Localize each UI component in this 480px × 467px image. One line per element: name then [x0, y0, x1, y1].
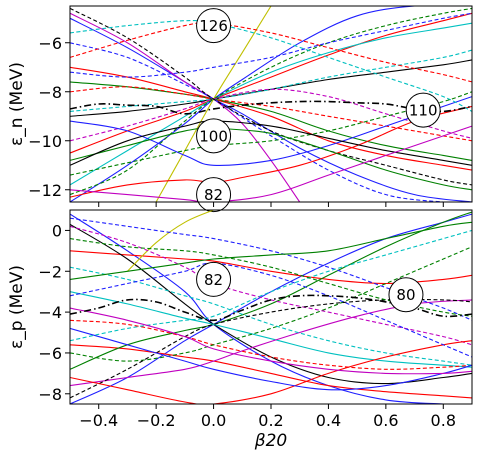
neutron-level-18 — [70, 19, 472, 112]
proton-level-5 — [70, 211, 472, 370]
neutron-shell-gap-circle-2 — [196, 177, 232, 213]
neutron-level-0 — [70, 17, 472, 202]
neutron-y-axis-label: ε_n (MeV) — [7, 62, 27, 146]
proton-level-8 — [127, 210, 214, 272]
proton-level-3 — [70, 250, 472, 285]
proton-panel: 82 80 −8 −6 −4 −2 0 −0.4 −0.2 0.0 0.2 0.4 0.6 0.8 ε… — [7, 209, 473, 451]
x-tick-label-2: 0.0 — [201, 411, 226, 430]
x-tick-label-1: −0.2 — [137, 411, 176, 430]
x-tick-label-3: 0.2 — [258, 411, 283, 430]
neutron-shell-gap-circle-0 — [196, 8, 232, 44]
proton-level-6 — [70, 291, 472, 368]
proton-shell-gap-circle-1 — [388, 277, 424, 313]
neutron-y-tick-label-0: −12 — [28, 181, 62, 200]
neutron-y-tick-label-2: −8 — [38, 83, 62, 102]
proton-shell-gap-circle-0 — [196, 261, 232, 297]
proton-level-2 — [70, 344, 472, 399]
neutron-level-7 — [70, 12, 301, 202]
neutron-level-14 — [70, 7, 472, 186]
proton-y-tick-label-0: −8 — [38, 385, 62, 404]
proton-level-4 — [70, 223, 472, 385]
neutron-level-5 — [70, 81, 472, 161]
proton-y-tick-label-3: −2 — [38, 262, 62, 281]
x-tick-label-0: −0.4 — [79, 411, 118, 430]
neutron-y-axis: −12 −10 −8 −6 — [28, 34, 444, 207]
neutron-shell-gap-circle-3 — [405, 92, 441, 128]
neutron-level-22 — [70, 120, 472, 166]
proton-level-20 — [70, 238, 472, 317]
proton-shell-gap-label-1: 80 — [396, 286, 415, 304]
proton-shell-gap-label-0: 82 — [204, 271, 223, 289]
proton-level-17 — [70, 221, 472, 280]
neutron-level-11 — [70, 7, 472, 196]
proton-y-tick-label-4: 0 — [52, 221, 62, 240]
neutron-level-6 — [70, 22, 472, 186]
neutron-shell-gap-label-2: 82 — [204, 186, 223, 204]
neutron-level-9 — [70, 86, 472, 142]
neutron-level-19 — [70, 22, 472, 83]
neutron-shell-gap-label-0: 126 — [199, 17, 228, 35]
x-axis-label: β20 — [254, 431, 287, 451]
neutron-shell-gap-circle-1 — [196, 118, 232, 154]
proton-level-15 — [70, 340, 472, 404]
neutron-shell-gap-label-1: 100 — [199, 127, 228, 145]
neutron-shell-gap-label-3: 110 — [409, 102, 438, 120]
neutron-panel: 126 100 82 110 −12 −10 −8 −6 ε_n (MeV) — [7, 5, 473, 213]
proton-y-tick-label-2: −4 — [38, 303, 62, 322]
neutron-y-tick-label-3: −6 — [38, 34, 62, 53]
neutron-level-15 — [70, 105, 472, 198]
x-tick-label-4: 0.4 — [316, 411, 341, 430]
proton-y-axis-label: ε_p (MeV) — [7, 265, 27, 349]
neutron-level-10 — [70, 42, 472, 202]
x-tick-label-5: 0.6 — [373, 411, 398, 430]
proton-y-axis: −8 −6 −4 −2 0 — [38, 221, 70, 404]
proton-shell-gaps: 82 80 — [196, 261, 424, 313]
proton-y-tick-label-1: −6 — [38, 344, 62, 363]
proton-fermi-level — [70, 294, 472, 322]
x-tick-label-6: 0.8 — [431, 411, 456, 430]
proton-level-18 — [70, 229, 472, 342]
neutron-level-2 — [70, 66, 472, 171]
proton-level-19 — [70, 307, 472, 375]
proton-level-7 — [70, 299, 472, 387]
proton-levels — [70, 210, 472, 404]
neutron-level-3 — [70, 12, 472, 154]
neutron-level-23 — [70, 125, 472, 202]
proton-level-16 — [70, 327, 472, 391]
proton-level-12 — [70, 266, 472, 366]
proton-level-9 — [70, 319, 472, 370]
neutron-level-1 — [70, 6, 472, 202]
proton-level-10 — [70, 217, 472, 321]
neutron-y-tick-label-1: −10 — [28, 132, 62, 151]
neutron-level-21 — [70, 12, 472, 78]
neutron-level-17 — [70, 127, 472, 191]
neutron-shell-gaps: 126 100 82 110 — [196, 8, 441, 213]
x-axis: −0.4 −0.2 0.0 0.2 0.4 0.6 0.8 — [79, 404, 456, 430]
